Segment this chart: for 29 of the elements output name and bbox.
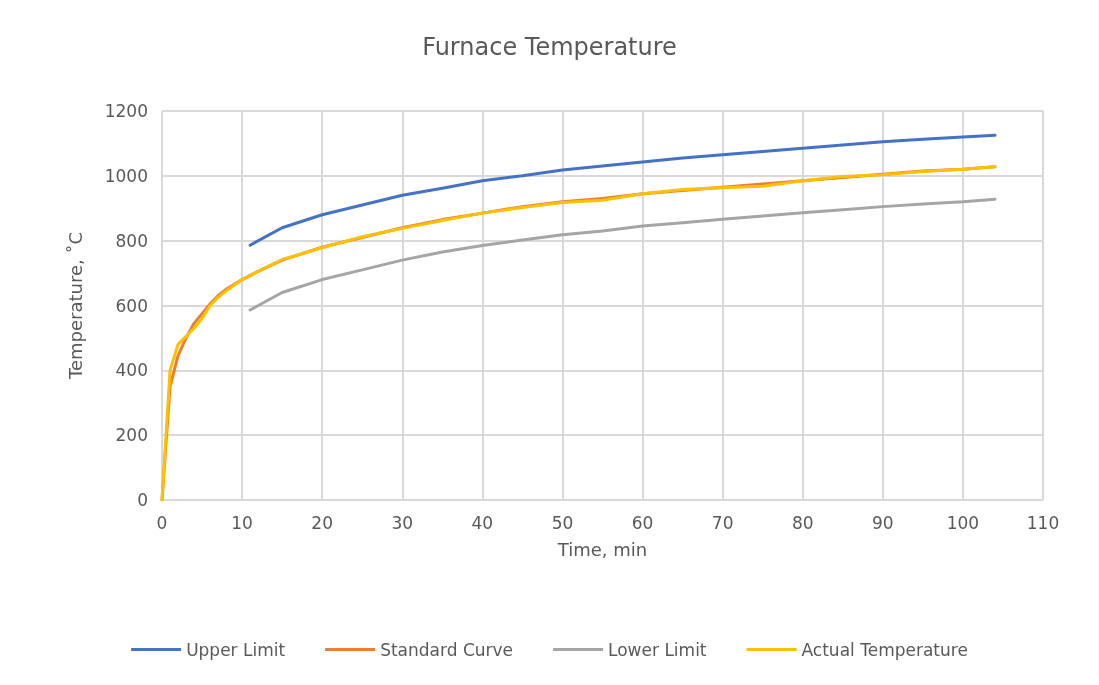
x-tick-label: 90 [872, 512, 894, 533]
y-tick-label: 1200 [104, 101, 148, 121]
x-tick-label: 80 [791, 512, 814, 533]
x-tick-label: 0 [156, 512, 168, 533]
x-tick-label: 70 [711, 512, 734, 533]
y-tick-label: 1000 [104, 165, 148, 186]
x-tick-label: 50 [551, 512, 574, 533]
x-tick-label: 100 [946, 512, 980, 533]
x-tick-label: 40 [471, 512, 494, 533]
y-tick-label: 400 [115, 360, 148, 381]
y-axis-title: Temperature, ˚C [64, 231, 86, 381]
line-series [248, 197, 997, 312]
legend-label: Lower Limit [608, 639, 707, 660]
x-tick-label: 10 [231, 512, 253, 533]
legend-label: Actual Temperature [801, 639, 968, 660]
y-tick-label: 600 [115, 295, 148, 316]
x-axis-title: Time, min [556, 538, 648, 560]
chart-title: Furnace Temperature [422, 33, 677, 61]
legend-label: Standard Curve [380, 639, 514, 660]
x-tick-label: 110 [1026, 512, 1060, 533]
legend-label: Upper Limit [186, 639, 286, 660]
y-tick-label: 800 [115, 230, 148, 251]
x-tick-label: 20 [311, 512, 333, 533]
y-tick-label: 200 [115, 425, 148, 446]
line-series [160, 165, 997, 502]
x-tick-label: 60 [631, 512, 654, 533]
line-series [248, 133, 997, 247]
y-tick-label: 0 [137, 490, 148, 510]
x-tick-label: 30 [391, 512, 414, 533]
